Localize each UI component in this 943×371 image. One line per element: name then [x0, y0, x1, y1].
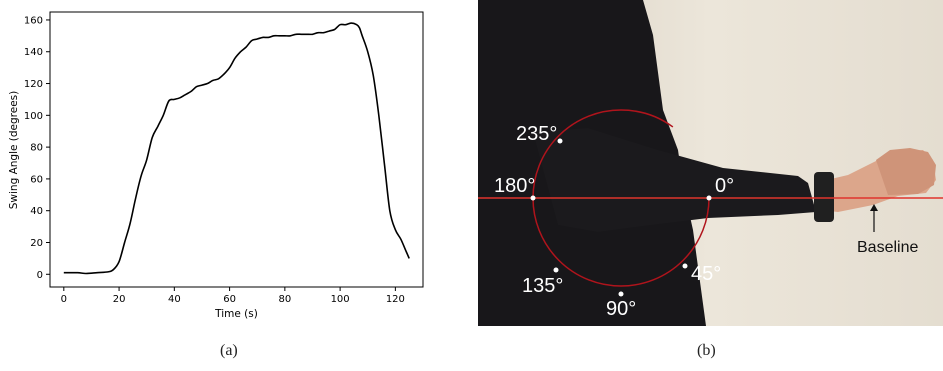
x-tick-label: 100 — [331, 294, 350, 305]
marker-45 — [682, 263, 688, 269]
caption-a: (a) — [220, 342, 238, 359]
marker-180 — [530, 195, 536, 201]
arm-photo: 235° 180° 0° 135° 90° 45° Baseline — [478, 0, 943, 326]
angle-label-180: 180° — [494, 175, 535, 197]
angle-label-135: 135° — [522, 275, 563, 297]
caption-b: (b) — [697, 342, 716, 359]
arm-sweater — [533, 128, 816, 232]
y-tick-label: 40 — [30, 206, 43, 217]
angle-label-45: 45° — [691, 263, 721, 285]
marker-90 — [618, 291, 624, 297]
y-tick-label: 160 — [24, 15, 43, 26]
y-axis-label: Swing Angle (degrees) — [8, 91, 20, 210]
x-tick-label: 80 — [278, 294, 291, 305]
angle-label-0: 0° — [715, 175, 734, 197]
y-axis-ticks: 0 20 40 60 80 100 120 140 160 — [24, 15, 50, 281]
baseline-label: Baseline — [857, 239, 918, 256]
angle-label-90: 90° — [606, 298, 636, 320]
marker-235 — [557, 138, 563, 144]
x-tick-label: 40 — [168, 294, 181, 305]
marker-0 — [706, 195, 712, 201]
x-axis-label: Time (s) — [214, 308, 258, 320]
x-tick-label: 60 — [223, 294, 236, 305]
angle-label-235: 235° — [516, 123, 557, 145]
y-tick-label: 100 — [24, 111, 43, 122]
y-tick-label: 20 — [30, 238, 43, 249]
y-tick-label: 120 — [24, 79, 43, 90]
swing-angle-series-line — [63, 22, 410, 275]
baseline-arrow-head — [870, 204, 878, 211]
y-tick-label: 60 — [30, 174, 43, 185]
x-tick-label: 120 — [386, 294, 405, 305]
y-tick-label: 140 — [24, 47, 43, 58]
y-tick-label: 80 — [30, 143, 43, 154]
y-tick-label: 0 — [37, 270, 43, 281]
plot-frame — [49, 11, 424, 288]
x-axis-ticks: 0 20 40 60 80 100 120 — [61, 287, 405, 305]
wristwatch — [814, 172, 834, 222]
x-tick-label: 20 — [113, 294, 126, 305]
x-tick-label: 0 — [61, 294, 67, 305]
fist — [876, 148, 936, 195]
marker-135 — [553, 267, 559, 273]
swing-angle-chart: 0 20 40 60 80 100 120 0 20 40 60 80 100 120 140 160 Ti… — [8, 11, 424, 320]
